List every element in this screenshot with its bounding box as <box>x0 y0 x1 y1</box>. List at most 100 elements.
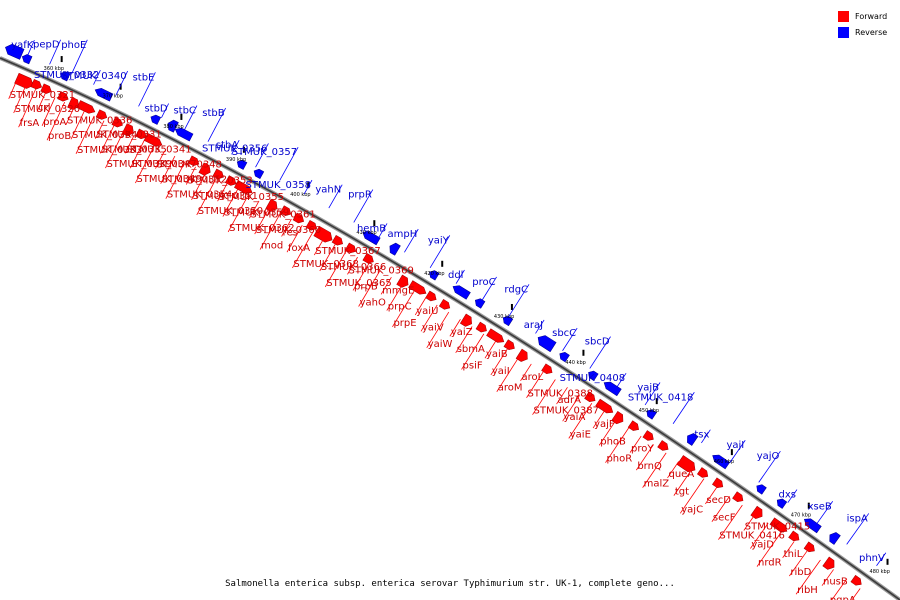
forward-gene-block <box>40 83 52 94</box>
gene-leader-line <box>851 588 861 600</box>
gene-leader-line <box>255 143 269 168</box>
gene-label: pgpA <box>830 595 856 600</box>
reverse-gene-block <box>712 454 731 470</box>
gene-leader-line <box>71 39 88 75</box>
gene-leader-line <box>27 39 35 55</box>
gene-label: yaiE <box>570 429 591 440</box>
forward-gene-block <box>187 155 200 167</box>
gene-leader-line <box>227 194 249 233</box>
gene-leader-line <box>185 166 196 185</box>
reverse-gene-block <box>603 381 622 397</box>
reverse-gene-block <box>389 242 401 256</box>
gene-label: nusB <box>823 577 848 588</box>
gene-leader-line <box>386 283 404 311</box>
gene-leader-line <box>520 363 532 382</box>
gene-label: STMUK_0355 <box>219 192 284 203</box>
forward-gene-block <box>486 328 505 343</box>
forward-gene-block <box>30 79 42 90</box>
legend: Forward Reverse <box>838 8 900 40</box>
forward-gene-block <box>95 109 108 120</box>
gene-leader-line <box>41 97 56 126</box>
gene-label: prpC <box>388 302 412 313</box>
gene-leader-line <box>292 231 314 269</box>
gene-leader-line <box>876 552 887 566</box>
gene-label: phoR <box>606 454 632 465</box>
reverse-gene-block <box>646 409 657 420</box>
scale-tick-label: 380 kbp <box>163 124 183 130</box>
gene-label: yaiY <box>428 235 450 246</box>
gene-label: STMUK_0367 <box>315 246 380 257</box>
gene-label: STMUK_0356 <box>202 143 267 154</box>
gene-leader-line <box>782 541 795 558</box>
gene-label: STMUK_0321 <box>10 90 75 101</box>
reverse-gene-block <box>776 498 788 509</box>
gene-label: thiL <box>784 549 803 560</box>
gene-label: phoE <box>61 40 86 51</box>
gene-leader-line <box>414 297 427 316</box>
gene-label: tgt <box>675 487 689 498</box>
forward-gene-block <box>712 477 724 489</box>
gene-label: prpR <box>348 190 372 201</box>
gene-label: STMUK_0418 <box>628 392 693 403</box>
gene-label: STMUK_0336 <box>67 116 132 127</box>
gene-leader-line <box>589 336 611 369</box>
forward-gene-block <box>438 298 451 310</box>
gene-label: STMUK_0353 <box>187 176 252 187</box>
gene-leader-line <box>750 522 769 549</box>
scale-tick <box>807 502 810 509</box>
forward-gene-block <box>305 219 317 231</box>
gene-leader-line <box>795 559 821 595</box>
forward-gene-block <box>750 505 763 519</box>
forward-gene-block <box>788 530 800 542</box>
gene-label: STMUK_0360 <box>256 225 321 236</box>
gene-label: STMUK_0359 <box>224 208 289 219</box>
gene-leader-line <box>222 189 238 217</box>
gene-leader-line <box>328 184 343 209</box>
gene-label: crl <box>38 102 50 113</box>
gene-leader-line <box>115 70 129 96</box>
gene-leader-line <box>319 243 336 272</box>
forward-gene-block <box>198 162 211 176</box>
gene-leader-line <box>508 284 530 317</box>
scale-tick-label: 410 kbp <box>356 230 376 236</box>
reverse-gene-block <box>21 54 33 65</box>
gene-leader-line <box>846 513 870 545</box>
gene-label: STMUK_0416 <box>719 531 784 542</box>
gene-label: stbA <box>216 140 238 151</box>
gene-label: hemB <box>357 223 386 234</box>
gene-label: STMUK_0331 <box>96 130 161 141</box>
gene-leader-line <box>165 161 186 199</box>
gene-label: ddl <box>448 270 463 281</box>
gene-leader-line <box>358 270 381 307</box>
gene-leader-line <box>562 395 580 422</box>
gene-label: STMUK_0347 <box>131 159 196 170</box>
legend-reverse-label: Reverse <box>855 27 888 37</box>
gene-label: prpE <box>393 318 416 329</box>
gene-label: rdgC <box>504 284 528 295</box>
gene-label: STMUK_0335 <box>101 144 166 155</box>
gene-leader-line <box>191 172 207 200</box>
gene-label: ribD <box>790 567 811 578</box>
scale-tick <box>242 146 245 153</box>
scale-tick <box>373 220 376 227</box>
scale-tick-label: 470 kbp <box>791 513 811 519</box>
gene-label: STMUK_0354 <box>167 190 232 201</box>
forward-gene-block <box>408 280 427 295</box>
forward-gene-block <box>541 363 553 375</box>
gene-label: res <box>283 227 298 238</box>
gene-label: STMUK_0348 <box>157 160 222 171</box>
gene-label: sbcD <box>585 337 610 348</box>
reverse-gene-block <box>5 43 25 60</box>
gene-leader-line <box>49 39 61 65</box>
gene-leader-line <box>160 155 176 184</box>
gene-label: xseB <box>808 501 832 512</box>
gene-leader-line <box>65 106 75 125</box>
reverse-gene-block <box>452 285 471 300</box>
gene-leader-line <box>18 88 37 128</box>
forward-gene-block <box>57 91 69 102</box>
gene-label: STMUK_0408 <box>560 373 625 384</box>
gene-leader-line <box>138 72 156 107</box>
forward-gene-block <box>313 225 333 243</box>
gene-leader-line <box>93 69 101 85</box>
